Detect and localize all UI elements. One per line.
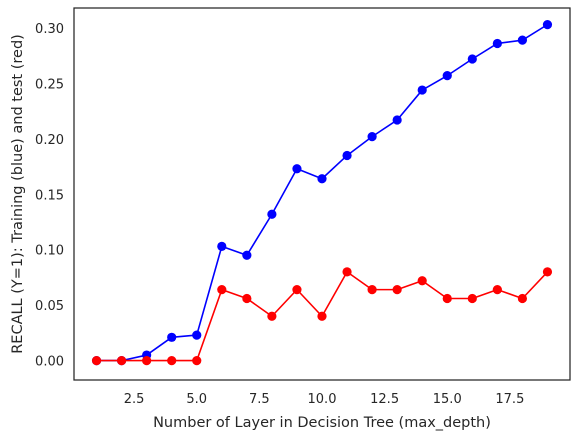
series-1-point bbox=[442, 293, 452, 304]
plot-frame bbox=[73, 7, 571, 381]
series-1-point bbox=[367, 285, 377, 295]
series-1-point bbox=[392, 285, 402, 295]
y-tick-label: 0.10 bbox=[35, 244, 64, 259]
y-tick-label: 0.15 bbox=[35, 188, 64, 203]
series-0-point bbox=[317, 174, 327, 184]
series-1-point bbox=[167, 355, 177, 366]
series-1-point bbox=[116, 355, 127, 366]
series-0-point bbox=[242, 250, 252, 260]
y-tick-label: 0.30 bbox=[35, 22, 64, 37]
series-0-point bbox=[542, 20, 553, 30]
series-0-point bbox=[492, 38, 502, 49]
series-layer bbox=[91, 20, 553, 366]
series-0 bbox=[91, 20, 553, 366]
y-tick-label: 0.20 bbox=[35, 133, 64, 148]
series-1-point bbox=[317, 311, 327, 321]
series-1-point bbox=[267, 311, 277, 321]
x-tick-label: 5.0 bbox=[186, 392, 207, 407]
series-0-point bbox=[367, 132, 377, 142]
series-1-point bbox=[192, 355, 202, 366]
series-1-point bbox=[417, 276, 427, 286]
series-0-line bbox=[96, 23, 548, 362]
series-1-point bbox=[492, 285, 502, 295]
series-1-point bbox=[91, 355, 102, 366]
series-1-point bbox=[142, 355, 152, 366]
series-0-point bbox=[192, 330, 202, 340]
series-0-point bbox=[442, 71, 452, 81]
y-tick-label: 0.05 bbox=[35, 299, 64, 314]
series-0-point bbox=[217, 241, 227, 251]
series-1-point bbox=[542, 267, 553, 277]
series-0-point bbox=[467, 54, 477, 64]
y-tick-label: 0.00 bbox=[35, 355, 64, 370]
x-tick-label: 17.5 bbox=[495, 392, 524, 407]
series-0-point bbox=[167, 332, 177, 342]
series-1-point bbox=[517, 293, 528, 304]
series-1 bbox=[91, 267, 553, 366]
x-tick-label: 12.5 bbox=[370, 392, 399, 407]
series-0-point bbox=[517, 35, 528, 45]
x-tick-label: 15.0 bbox=[433, 392, 462, 407]
series-1-point bbox=[342, 267, 352, 277]
series-1-point bbox=[217, 285, 227, 295]
series-1-point bbox=[292, 285, 302, 295]
y-axis-label: RECALL (Y=1): Training (blue) and test (… bbox=[10, 34, 26, 354]
x-tick-label: 7.5 bbox=[249, 392, 270, 407]
x-tick-label: 10.0 bbox=[308, 392, 337, 407]
x-axis-label: Number of Layer in Decision Tree (max_de… bbox=[153, 415, 491, 431]
series-0-point bbox=[342, 150, 352, 161]
series-0-point bbox=[417, 85, 427, 95]
series-0-point bbox=[267, 209, 277, 219]
series-0-point bbox=[292, 164, 302, 174]
series-0-point bbox=[392, 115, 402, 125]
x-tick-label: 2.5 bbox=[124, 392, 145, 407]
y-tick-label: 0.25 bbox=[35, 77, 64, 92]
tick-layer: 2.5 5.0 7.5 10.0 12.5 15.0 17.5 0.00 0.05 0.10 0.1… bbox=[35, 22, 524, 407]
series-1-point bbox=[242, 293, 252, 304]
series-1-point bbox=[467, 293, 477, 304]
